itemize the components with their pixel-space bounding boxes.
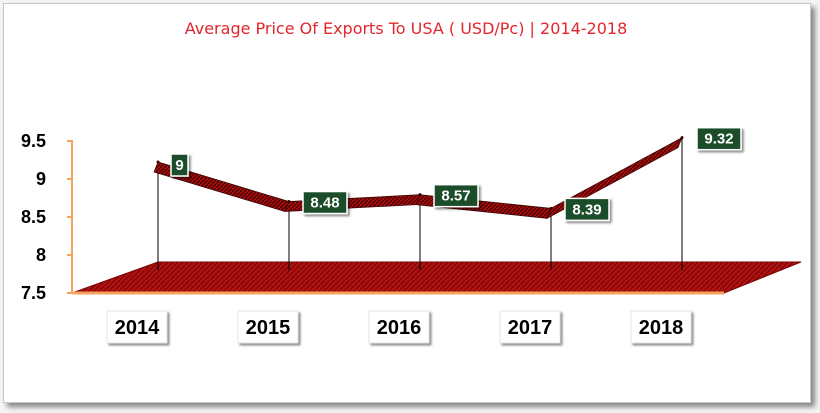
data-label-box [696,126,742,151]
y-tick-label: 8 [36,245,46,265]
data-label-box [170,153,189,177]
x-tick-label: 2016 [377,317,422,339]
data-label-box [302,190,348,215]
data-label: 8.57 [433,183,479,208]
y-tick-label: 9 [36,169,46,189]
data-label: 9 [170,153,189,177]
data-label-text: 8.39 [572,201,601,218]
floor-plane [71,261,802,294]
chart-title: Average Price Of Exports To USA ( USD/Pc… [184,19,628,38]
data-point [680,136,684,140]
data-point [156,160,160,164]
data-label-text: 9 [175,157,183,174]
y-tick-label: 9.5 [21,131,46,151]
x-tick: 2014 [106,310,168,344]
data-label: 9.32 [696,126,742,151]
x-tick-label: 2017 [508,317,553,339]
x-tick: 2017 [499,310,561,344]
data-point [549,206,553,210]
x-tick-box [106,310,168,344]
y-tick-label: 7.5 [21,283,46,303]
x-tick: 2018 [630,310,692,344]
x-tick-label: 2014 [115,317,160,339]
x-tick-box [499,310,561,344]
data-label-box [564,197,610,222]
data-label: 8.39 [564,197,610,222]
x-tick-box [368,310,430,344]
data-label-box [433,183,479,208]
data-point [418,193,422,197]
x-tick-label: 2018 [639,317,684,339]
x-tick: 2016 [368,310,430,344]
data-label-text: 8.57 [441,188,470,205]
y-tick-label: 8.5 [21,207,46,227]
x-tick-label: 2015 [246,317,291,339]
data-label-text: 8.48 [310,195,339,212]
x-tick: 2015 [237,310,299,344]
data-label: 8.48 [302,190,348,215]
x-tick-box [630,310,692,344]
data-label-text: 9.32 [704,131,733,148]
data-point [287,200,291,204]
x-tick-box [237,310,299,344]
